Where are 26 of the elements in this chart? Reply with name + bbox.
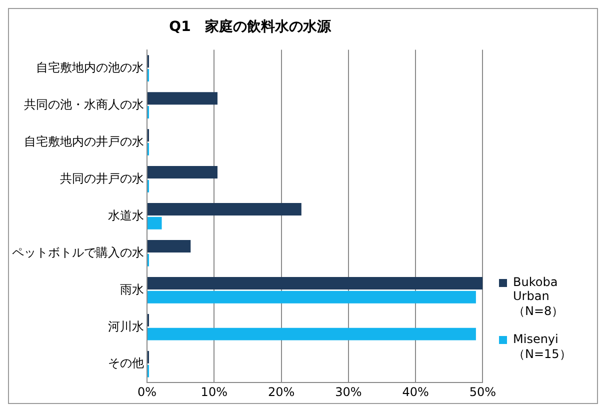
bar <box>148 290 476 304</box>
x-tick-label: 30% <box>335 384 362 399</box>
y-tick-label: 自宅敷地内の井戸の水 <box>24 134 144 148</box>
x-tick-label: 10% <box>200 384 228 399</box>
y-tick-label: その他 <box>108 356 144 370</box>
bar <box>148 166 218 179</box>
y-tick-label: 雨水 <box>120 282 144 296</box>
x-tick-label: 50% <box>469 384 496 399</box>
legend-label: Bukoba Urban（N=8） <box>513 275 565 320</box>
y-tick-label: 自宅敷地内の池の水 <box>36 60 144 74</box>
y-tick-label: 共同の井戸の水 <box>60 171 144 186</box>
x-tick-label: 40% <box>402 384 429 399</box>
legend-label: Misenyi（N=15） <box>513 332 572 363</box>
bar <box>148 203 302 216</box>
y-tick-label: 河川水 <box>108 319 144 334</box>
y-tick-label: 共同の池・水商人の水 <box>24 97 144 112</box>
bar <box>148 240 191 252</box>
bar <box>148 92 218 105</box>
bar <box>148 328 476 340</box>
y-tick-label: ペットボトルで購入の水 <box>12 245 144 260</box>
bar <box>148 276 483 290</box>
x-tick-label: 20% <box>268 384 295 399</box>
chart-title: Q1 家庭の飲料水の水源 <box>169 18 332 36</box>
x-tick-label: 0% <box>137 384 157 399</box>
bar <box>148 216 162 230</box>
y-tick-label: 水道水 <box>108 208 144 222</box>
